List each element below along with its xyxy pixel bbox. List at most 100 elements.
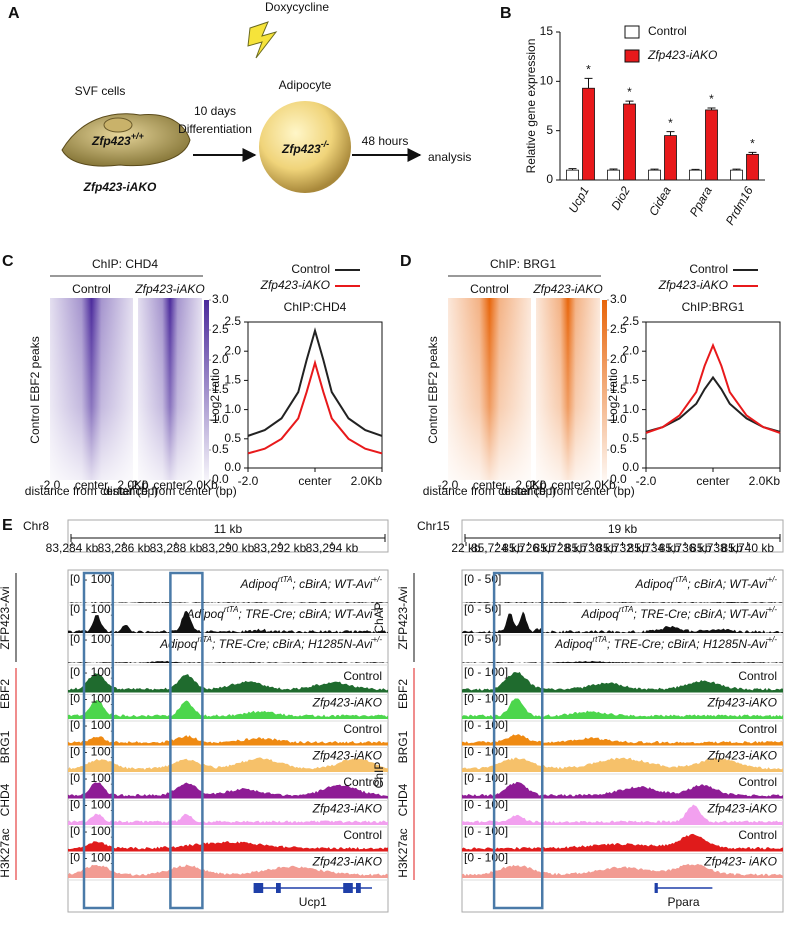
x-tick-label: 2.0Kb [749, 474, 781, 488]
track-range: [0 - 100] [70, 718, 114, 732]
chromosome: Chr8 [23, 519, 49, 533]
y-axis-label: Log2 ratio [606, 368, 620, 422]
bar [689, 169, 702, 181]
heatmap-tick-label: 2.0Kb [117, 478, 149, 492]
bar [582, 87, 595, 181]
legend-label: Zfp423-iAKO [647, 48, 717, 62]
error-bar [568, 168, 577, 171]
track-range: [0 - 100] [464, 745, 508, 759]
signal-track [68, 699, 388, 719]
significance: * [750, 137, 755, 151]
heatmap-tick-label: 2.0Kb [186, 478, 218, 492]
y-tick-label: 10 [540, 74, 554, 88]
signal-track [462, 672, 783, 693]
heatmap-row-label: Control EBF2 peaks [426, 336, 440, 443]
condition-label: Zfp423-iAKO [312, 855, 382, 869]
panel-label: B [500, 5, 512, 22]
line [645, 342, 781, 434]
coordinate: 85,732 kb [596, 541, 649, 555]
chart-title: ChIP:CHD4 [284, 300, 347, 314]
coordinate: 85,730 kb [565, 541, 618, 555]
nucleus [103, 117, 133, 133]
condition-label: Zfp423-iAKO [707, 696, 777, 710]
superscript: +/- [372, 575, 382, 584]
text-part: ; TRE-Cre; cBirA; WT-Avi [238, 607, 372, 621]
text-part: Adipoq [554, 637, 593, 651]
colorbar-tick-label: 2.5 [610, 322, 627, 336]
result-label: Adipocyte [279, 78, 332, 92]
x-tick-label: center [696, 474, 729, 488]
highlight-box [492, 571, 544, 910]
bar [566, 169, 579, 181]
line [247, 327, 383, 437]
track-range: [0 - 100] [70, 745, 114, 759]
track-range: [0 - 50] [464, 602, 501, 616]
heatmap-axis-label: distance from center (bp) [103, 484, 236, 498]
error-bar [691, 168, 700, 171]
text-part: Adipoq [635, 577, 674, 591]
error-bar [748, 151, 757, 155]
y-tick-label: 0.0 [622, 460, 639, 474]
bar [730, 169, 743, 181]
superscript: rtTA [278, 575, 293, 584]
source-label: SVF cells [75, 84, 126, 98]
heatmap-column-label: Zfp423-iAKO [134, 282, 204, 296]
heatmap-axis-label: distance from center (bp) [25, 484, 158, 498]
genotype-label: AdipoqrtTA; TRE-Cre; cBirA; H1285N-Avi+/… [159, 635, 382, 651]
y-tick-label: 0 [546, 172, 553, 186]
coordinate: 83,286 kb [98, 541, 151, 555]
significance: * [627, 85, 632, 99]
signal-track [68, 735, 388, 746]
gene-label: Ucp1 [299, 895, 327, 909]
x-tick-label: Prdm16 [723, 184, 756, 228]
condition-label: Zfp423-iAKO [312, 696, 382, 710]
track-range: [0 - 100] [70, 665, 114, 679]
heatmap-title: ChIP: BRG1 [490, 257, 556, 271]
superscript: +/- [372, 635, 382, 644]
coordinate: 83,290 kb [202, 541, 255, 555]
coordinate: 85,734 kb [627, 541, 680, 555]
superscript: +/+ [131, 131, 145, 141]
error-bar [707, 107, 716, 110]
track-range: [0 - 100] [464, 665, 508, 679]
heatmap-tick-label: center [473, 478, 506, 492]
signal-track [68, 757, 388, 772]
colorbar-tick-label: 1.5 [610, 382, 627, 396]
exon [343, 883, 353, 893]
text-part: Zfp423 [91, 134, 131, 148]
track-range: [0 - 100] [70, 771, 114, 785]
superscript: rtTA [619, 605, 634, 614]
condition-label: Zfp423-iAKO [707, 749, 777, 763]
colorbar-tick-label: 1.0 [610, 412, 627, 426]
coordinate: 85,738 kb [690, 541, 743, 555]
genotype-label: AdipoqrtTA; TRE-Cre; cBirA; H1285N-Avi+/… [554, 635, 777, 651]
target-label: BRG1 [396, 730, 410, 763]
bar [623, 103, 636, 181]
y-tick-label: 1.0 [622, 402, 639, 416]
span: 11 kb [214, 522, 243, 536]
bar [648, 169, 661, 181]
exon [253, 883, 264, 893]
heatmap-fade [50, 298, 133, 480]
text-part: Adipoq [581, 607, 620, 621]
y-tick-label: 0.5 [622, 431, 639, 445]
heatmap-fade [138, 298, 202, 480]
condition-label: Control [343, 722, 382, 736]
target-label: H3K27ac [396, 828, 410, 877]
signal-track [68, 782, 388, 799]
condition-label: Zfp423-iAKO [312, 802, 382, 816]
y-tick-label: 5 [546, 123, 553, 137]
panel-label: A [8, 5, 20, 22]
legend-label: Zfp423-iAKO [260, 278, 330, 292]
bar [607, 169, 620, 181]
coordinate: 83,284 kb [46, 541, 99, 555]
legend-label: Zfp423-iAKO [658, 278, 728, 292]
superscript: rtTA [592, 635, 607, 644]
bar [705, 109, 718, 181]
x-tick-label: -2.0 [636, 474, 657, 488]
coordinate: 83,294 kb [306, 541, 359, 555]
heatmap-tick-label: center [551, 478, 584, 492]
text-part: Adipoq [186, 607, 225, 621]
colorbar-tick-label: 0.5 [610, 442, 627, 456]
colorbar-tick-label: 0.0 [212, 472, 229, 486]
